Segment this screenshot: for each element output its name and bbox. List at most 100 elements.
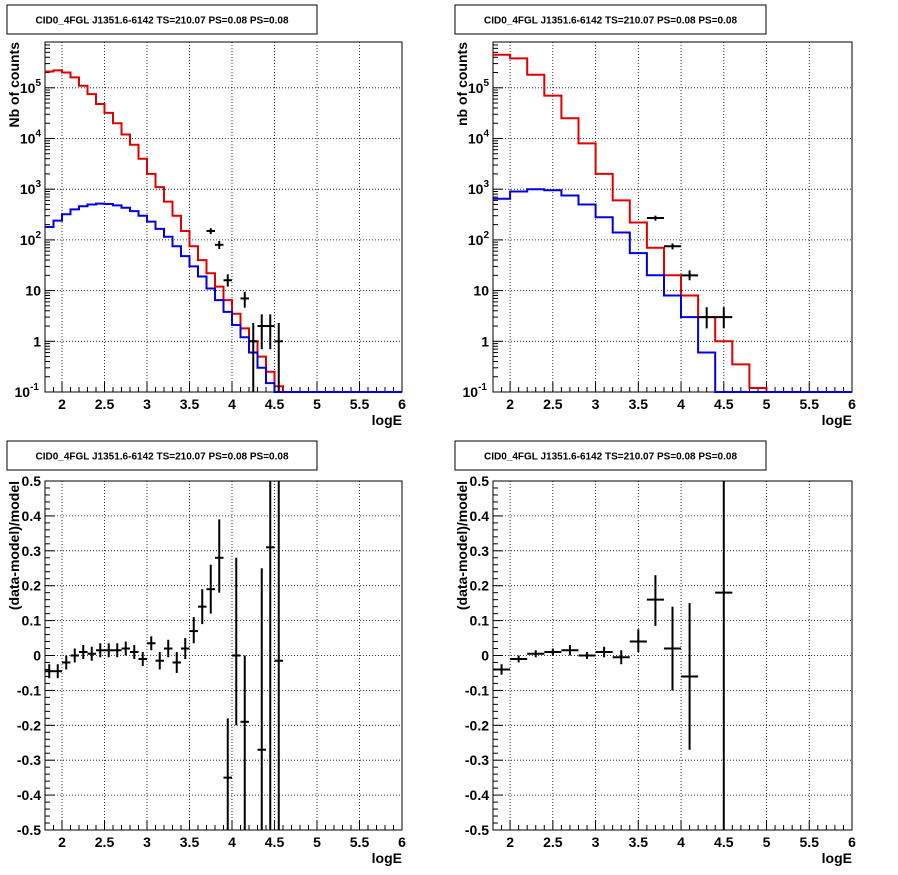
- x-tick-label: 3: [143, 396, 151, 412]
- data-point: [715, 481, 733, 830]
- data-point: [223, 274, 232, 287]
- data-point: [527, 650, 545, 658]
- y-tick-label: 1: [481, 333, 489, 349]
- data-points: [646, 215, 733, 329]
- y-tick-label: 0.3: [22, 543, 42, 559]
- data-point: [87, 646, 96, 661]
- data-point: [240, 291, 249, 308]
- data-point: [96, 643, 105, 658]
- y-axis-label: Nb of counts: [6, 42, 22, 128]
- data-point: [164, 639, 173, 658]
- data-points: [45, 481, 283, 830]
- data-point: [715, 307, 733, 329]
- y-tick-label: -0.4: [17, 787, 41, 803]
- data-point: [266, 314, 275, 350]
- x-tick-label: 5: [313, 834, 321, 850]
- data-point: [206, 564, 215, 614]
- data-point: [172, 652, 181, 673]
- y-tick-label: 10: [473, 283, 489, 299]
- x-tick-label: 5: [763, 834, 771, 850]
- x-axis-label: logE: [372, 850, 402, 866]
- data-point: [629, 629, 647, 653]
- data-point: [681, 603, 699, 750]
- x-tick-label: 5.5: [800, 834, 820, 850]
- data-point: [595, 646, 613, 658]
- x-tick-label: 3: [592, 396, 600, 412]
- title-box: [454, 440, 767, 471]
- data-point: [138, 652, 147, 666]
- y-tick-label: -0.5: [17, 822, 41, 838]
- x-axis-label: logE: [822, 850, 852, 866]
- data-point: [181, 638, 190, 659]
- data-point: [612, 650, 630, 665]
- y-tick-label: -0.4: [465, 787, 489, 803]
- x-tick-label: 5.5: [350, 834, 370, 850]
- y-tick-label: 1: [33, 333, 41, 349]
- chart-title: CID0_4FGL J1351.6-6142 TS=210.07 PS=0.08…: [35, 452, 288, 463]
- data-points: [493, 481, 733, 830]
- chart-title: CID0_4FGL J1351.6-6142 TS=210.07 PS=0.08…: [484, 452, 737, 463]
- chart-panel-2: CID0_4FGL J1351.6-6142 TS=210.07 PS=0.08…: [454, 4, 856, 428]
- y-tick-label: -0.3: [465, 752, 489, 768]
- x-tick-label: 5: [313, 396, 321, 412]
- data-point: [189, 617, 198, 644]
- x-tick-label: 3.5: [629, 396, 649, 412]
- y-tick-label: 0.3: [470, 543, 490, 559]
- data-point: [266, 481, 275, 830]
- data-point: [198, 589, 207, 625]
- y-tick-label: 0.4: [22, 508, 42, 524]
- histogram-series-1: [493, 53, 852, 393]
- x-tick-label: 4: [677, 834, 685, 850]
- grid: [493, 42, 852, 392]
- histogram-series-2: [493, 188, 852, 393]
- data-point: [578, 652, 596, 659]
- data-point: [232, 557, 241, 726]
- title-box: [6, 440, 318, 471]
- data-point: [663, 606, 682, 691]
- grid: [45, 481, 402, 830]
- data-point: [215, 241, 224, 250]
- data-point: [646, 575, 664, 626]
- x-tick-label: 5.5: [800, 396, 820, 412]
- data-point: [155, 652, 164, 670]
- data-point: [240, 655, 249, 830]
- data-point: [646, 215, 664, 221]
- data-point: [544, 648, 562, 656]
- data-point: [493, 664, 511, 675]
- y-tick-label: 10: [25, 283, 41, 299]
- y-tick-label: 0: [33, 648, 41, 664]
- x-tick-label: 2: [58, 396, 66, 412]
- y-tick-label: -0.1: [465, 682, 489, 698]
- chart-title: CID0_4FGL J1351.6-6142 TS=210.07 PS=0.08…: [484, 16, 737, 27]
- data-point: [121, 641, 130, 656]
- x-tick-label: 4.5: [714, 396, 734, 412]
- y-axis-label: (data-model)/model: [454, 481, 470, 610]
- x-axis-label: logE: [372, 412, 402, 428]
- y-tick-label: 0.4: [470, 508, 490, 524]
- data-point: [698, 307, 716, 329]
- x-tick-label: 4: [677, 396, 685, 412]
- y-tick-label: -0.2: [17, 717, 41, 733]
- y-tick-label: 10-1: [15, 382, 40, 400]
- y-tick-label: 0.2: [470, 578, 490, 594]
- y-tick-label: 0.5: [470, 473, 490, 489]
- histogram-series-1: [45, 69, 402, 393]
- y-tick-label: 0: [481, 648, 489, 664]
- y-axis-label: (data-model)/model: [6, 481, 22, 610]
- x-tick-label: 2.5: [543, 834, 563, 850]
- y-axis-label: nb of counts: [454, 42, 470, 126]
- data-point: [104, 643, 113, 658]
- x-tick-label: 2.5: [543, 396, 563, 412]
- data-point: [561, 645, 579, 656]
- y-tick-label: -0.3: [17, 752, 41, 768]
- data-point: [79, 645, 88, 659]
- y-tick-label: 104: [468, 128, 490, 146]
- data-point: [681, 270, 699, 281]
- data-point: [274, 322, 283, 392]
- data-point: [223, 718, 232, 830]
- histogram-series-2: [45, 202, 402, 393]
- x-tick-label: 5.5: [350, 396, 370, 412]
- title-box: [6, 4, 318, 35]
- x-tick-label: 4: [228, 396, 236, 412]
